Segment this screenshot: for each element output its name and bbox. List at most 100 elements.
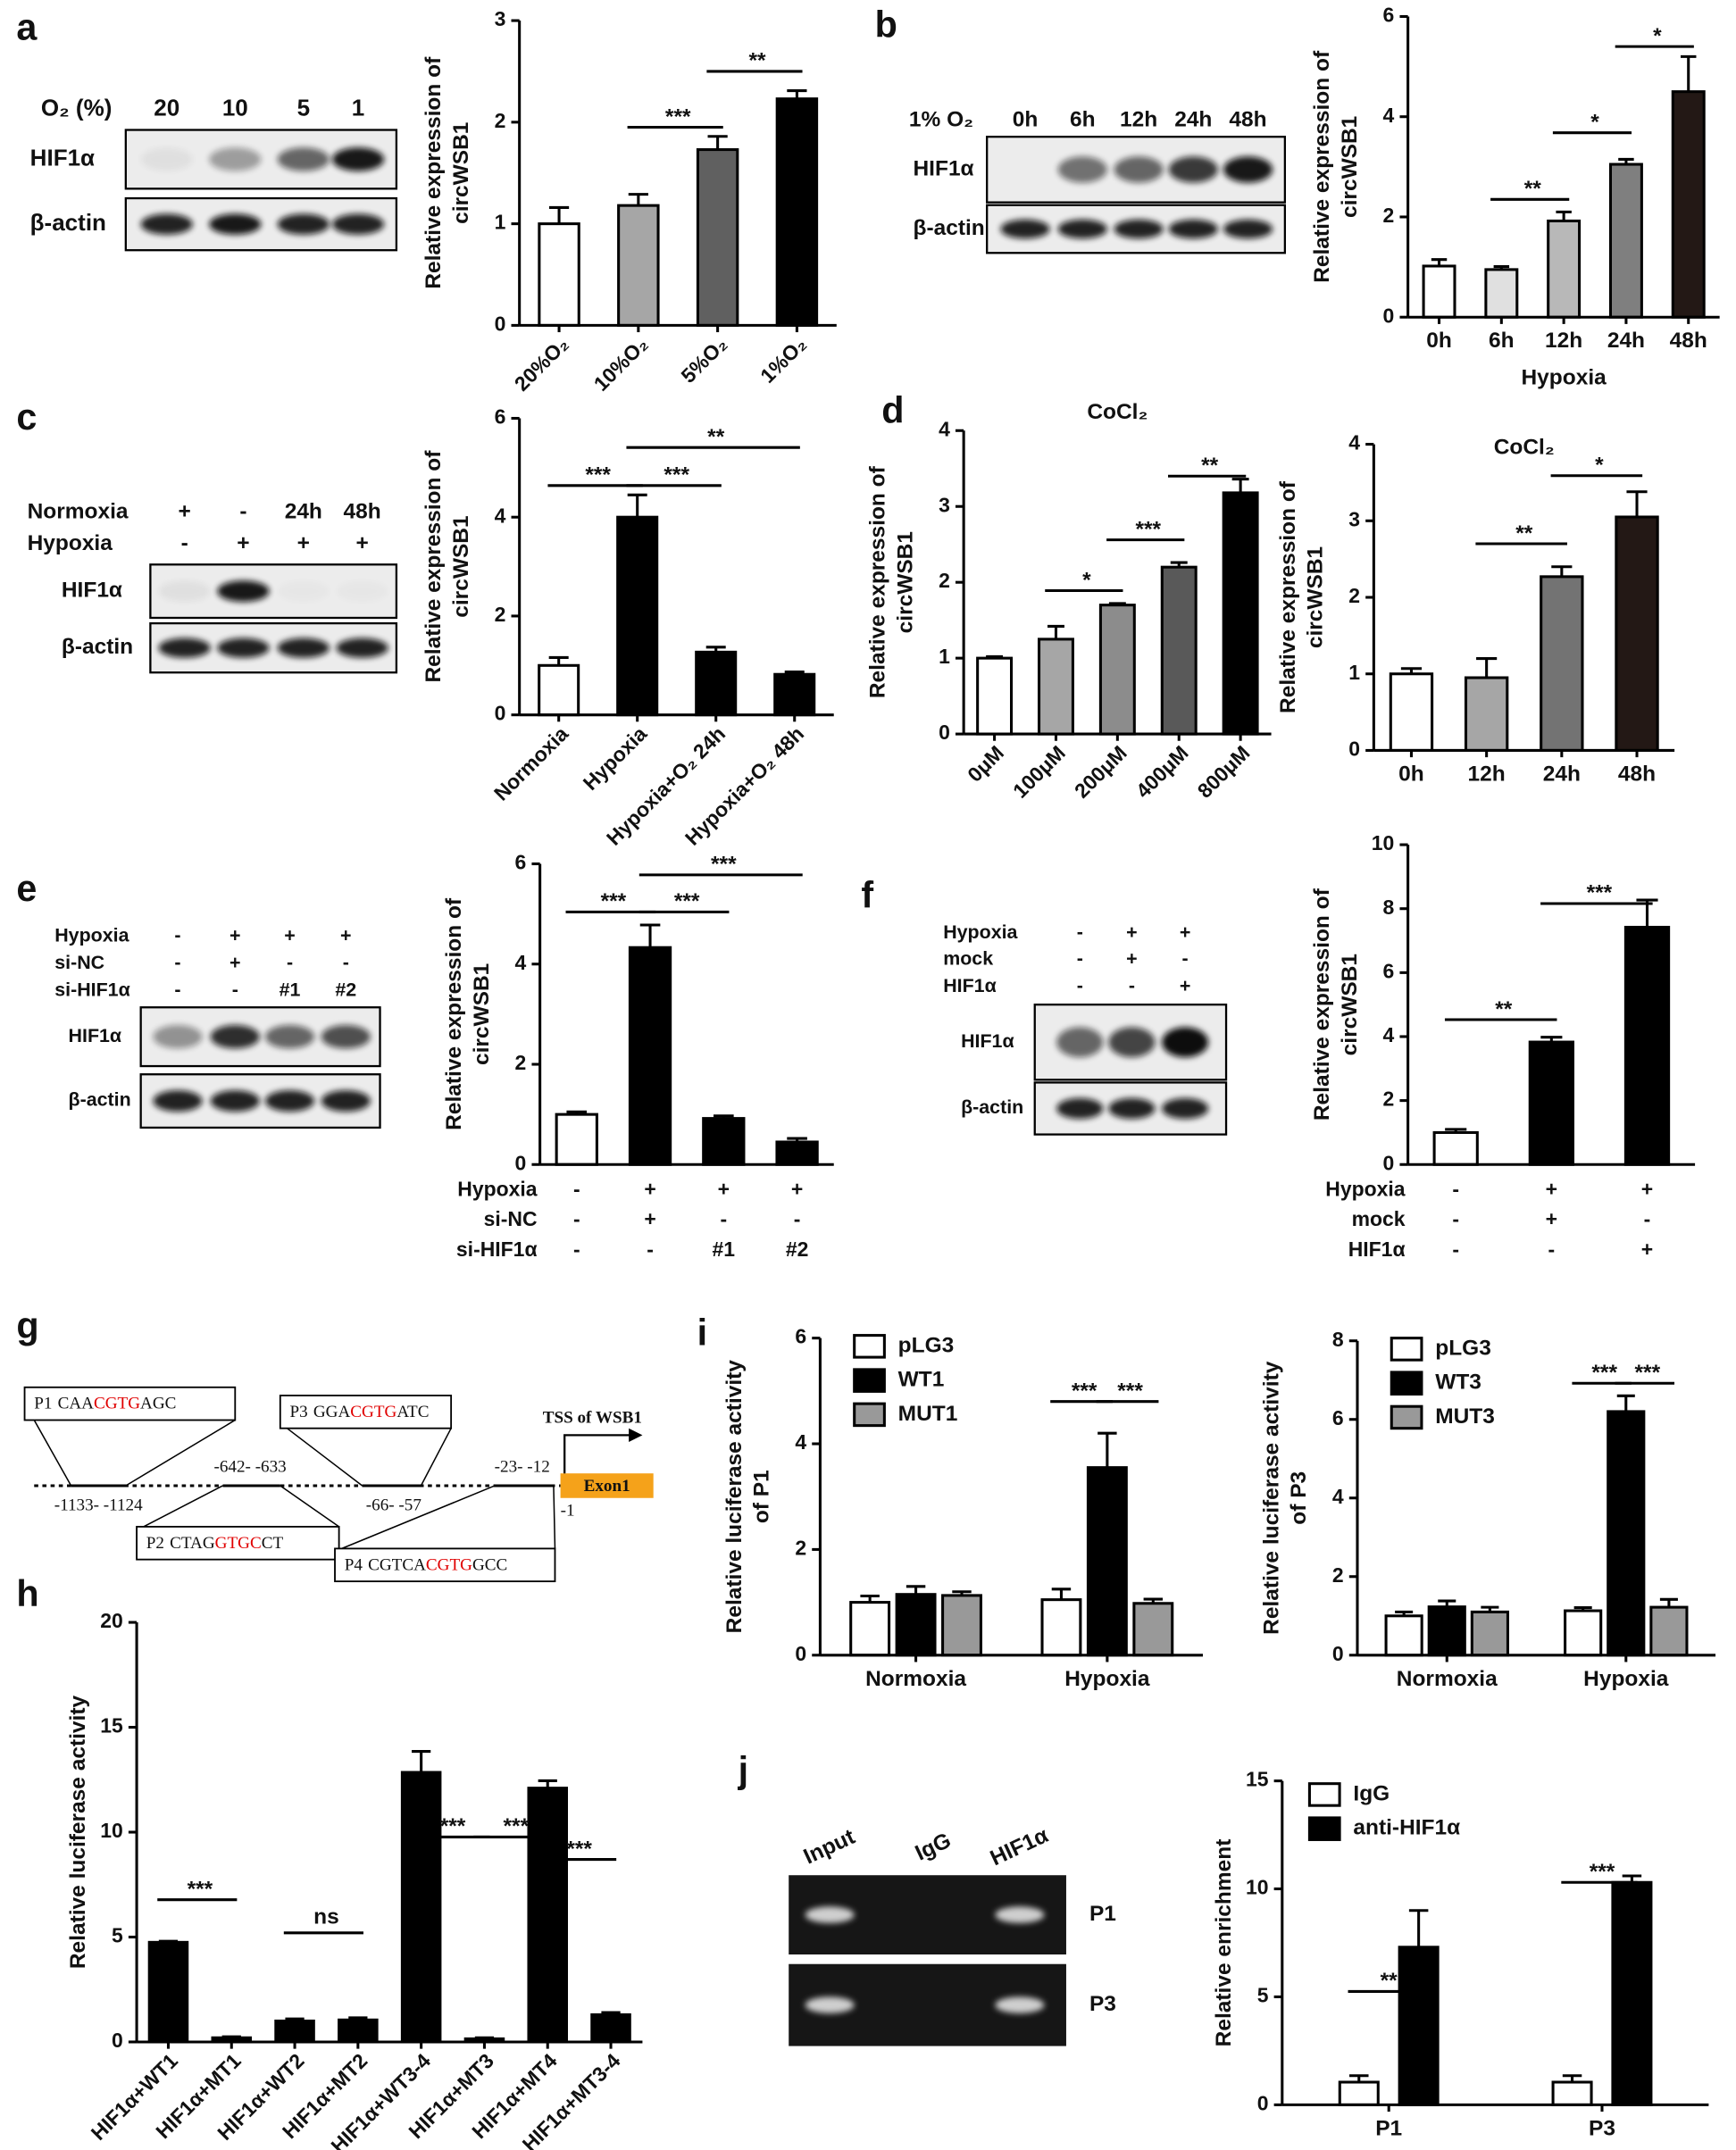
panel-label: i: [697, 1312, 707, 1354]
blot-lane-label: +: [340, 924, 352, 946]
blot-lane-label: -: [1129, 975, 1135, 996]
bar: [274, 2019, 315, 2044]
gel-band: [805, 1906, 855, 1923]
bar: [1338, 2080, 1380, 2106]
motif-core: GTGC: [215, 1534, 262, 1553]
x-tick-label: 24h: [1543, 762, 1581, 786]
site-label: -23- -12: [495, 1457, 550, 1476]
x-tick-label: 48h: [1618, 762, 1656, 786]
motif-core: CGTG: [426, 1556, 472, 1575]
blot-header-label: Hypoxia: [54, 924, 129, 946]
y-tick-label: 4: [1348, 431, 1360, 454]
x-table-label: HIF1α: [1348, 1238, 1406, 1261]
blot-band: [153, 1024, 203, 1049]
blot-header-label: Hypoxia: [943, 921, 1018, 943]
legend-swatch: [853, 1368, 886, 1393]
significance-label: ***: [711, 853, 737, 877]
x-table-value: +: [1641, 1177, 1653, 1200]
y-axis-label: circWSB1: [1338, 116, 1362, 218]
y-tick-label: 6: [795, 1325, 806, 1348]
y-tick-label: 0: [495, 312, 506, 335]
x-table-value: +: [1546, 1207, 1557, 1230]
y-tick-label: 20: [100, 1609, 123, 1632]
error-bar: [628, 193, 648, 206]
x-tick-label: 12h: [1468, 762, 1506, 786]
blot-row-label: β-actin: [30, 209, 106, 236]
blot-band: [210, 1090, 260, 1112]
y-tick-label: 1: [495, 211, 506, 234]
significance-label: ***: [440, 1814, 466, 1838]
significance-label: ***: [585, 463, 611, 488]
bar: [941, 1594, 982, 1657]
blot-lane-label: +: [1180, 921, 1191, 943]
significance-label: ***: [665, 104, 691, 129]
motif-connector: [286, 1428, 363, 1487]
blot-lane-label: +: [230, 952, 241, 973]
site-label: -642- -633: [213, 1457, 286, 1476]
gel-band: [995, 1906, 1045, 1923]
blot-band: [217, 638, 270, 658]
x-table-value: +: [644, 1177, 655, 1200]
y-axis-label: Relative expression of: [442, 897, 466, 1130]
y-tick-label: 3: [1348, 507, 1360, 530]
y-tick-label: 8: [1332, 1328, 1344, 1351]
y-tick-label: 0: [515, 1151, 527, 1174]
blot-lane-label: 0h: [1013, 107, 1039, 131]
blot-lane-label: #1: [280, 979, 301, 1001]
legend-label: MUT3: [1435, 1404, 1495, 1429]
blot-lane-label: 24h: [285, 500, 322, 524]
significance-label: *: [1653, 24, 1662, 48]
blot-band: [210, 1024, 260, 1049]
tss-arrowhead: [629, 1428, 643, 1442]
panel-label: f: [861, 875, 873, 916]
x-tick-label: P1: [1375, 2116, 1402, 2140]
blot-band: [1056, 1027, 1104, 1058]
bar: [527, 1787, 569, 2044]
blot-band: [277, 638, 330, 658]
x-table-value: -: [573, 1238, 580, 1261]
x-tick-label: Hypoxia: [1583, 1667, 1669, 1691]
x-table-label: mock: [1352, 1207, 1406, 1230]
motif-connector: [125, 1419, 236, 1487]
y-tick-label: 6: [1332, 1406, 1344, 1429]
motif-box: [136, 1525, 340, 1561]
significance-label: **: [1381, 1969, 1398, 1993]
legend-swatch: [853, 1402, 886, 1428]
significance-label: ns: [313, 1904, 339, 1929]
blot-band: [153, 1090, 203, 1112]
y-tick-label: 8: [1383, 896, 1395, 919]
blot-lane-label: -: [1077, 947, 1083, 969]
y-tick-label: 2: [1332, 1563, 1344, 1587]
significance-label: *: [1595, 453, 1604, 477]
bar: [1398, 1946, 1440, 2106]
blot-lane-label: -: [239, 500, 246, 524]
significance-label: ***: [1635, 1361, 1661, 1385]
chart-title: CoCl₂: [1087, 400, 1148, 424]
legend-swatch: [1390, 1337, 1423, 1362]
x-tick-label: 0h: [1426, 329, 1452, 353]
bar: [775, 1140, 819, 1166]
legend-label: pLG3: [1435, 1336, 1491, 1360]
blot-band: [336, 638, 388, 658]
significance-label: ***: [674, 889, 700, 913]
blot-header-label: O₂ (%): [41, 94, 112, 121]
bar: [1540, 575, 1584, 752]
blot-lane-label: +: [237, 531, 249, 555]
blot-lane-label: #2: [335, 979, 356, 1001]
x-table-value: -: [1452, 1207, 1459, 1230]
blot-lane-label: 12h: [1120, 107, 1157, 131]
blot-lane-label: -: [287, 952, 293, 973]
y-axis-label: Relative expression of: [866, 465, 890, 698]
y-axis-label: Relative luciferase activity: [722, 1360, 747, 1634]
blot-band: [337, 580, 388, 602]
y-axis-label: Relative expression of: [1310, 50, 1334, 283]
error-bar: [639, 923, 661, 948]
blot-band: [277, 213, 330, 235]
y-tick-label: 1: [939, 645, 950, 668]
y-tick-label: 0: [939, 721, 950, 744]
y-tick-label: 2: [515, 1051, 527, 1074]
y-tick-label: 3: [495, 7, 506, 30]
x-table-value: -: [1548, 1238, 1556, 1261]
bar: [773, 672, 816, 717]
blot-row-label: β-actin: [914, 216, 985, 240]
